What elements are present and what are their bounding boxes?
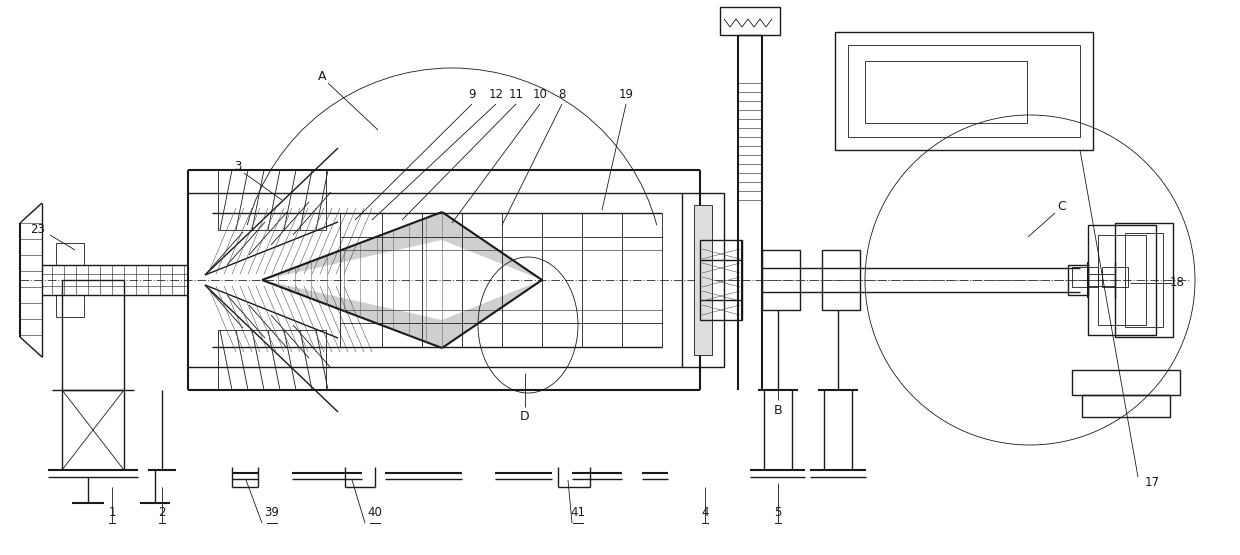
- Bar: [835, 32, 1092, 150]
- Text: 11: 11: [508, 88, 523, 100]
- Polygon shape: [262, 212, 441, 280]
- Text: 18: 18: [1171, 276, 1185, 290]
- Text: 8: 8: [558, 88, 565, 100]
- Text: 39: 39: [264, 507, 279, 519]
- Polygon shape: [441, 212, 542, 280]
- Text: C: C: [1058, 200, 1066, 214]
- Bar: [1068, 265, 1087, 295]
- Text: 4: 4: [702, 507, 709, 519]
- Polygon shape: [262, 280, 441, 348]
- Text: 41: 41: [570, 507, 585, 519]
- Text: 17: 17: [1145, 477, 1159, 490]
- Text: 40: 40: [367, 507, 382, 519]
- Bar: [701, 240, 742, 320]
- Text: 5: 5: [774, 507, 781, 519]
- Bar: [848, 45, 1080, 137]
- Text: 2: 2: [159, 507, 166, 519]
- Bar: [218, 330, 326, 390]
- Bar: [720, 7, 780, 35]
- Bar: [1097, 235, 1146, 325]
- Bar: [1073, 370, 1180, 395]
- Bar: [1115, 223, 1173, 337]
- Text: A: A: [317, 70, 326, 83]
- Bar: [1073, 267, 1097, 287]
- Bar: [694, 205, 712, 355]
- Text: B: B: [774, 403, 782, 416]
- Bar: [1125, 233, 1163, 327]
- Text: 12: 12: [489, 88, 503, 100]
- Text: 10: 10: [532, 88, 547, 100]
- Text: 19: 19: [619, 88, 634, 100]
- Bar: [56, 243, 84, 265]
- Text: 23: 23: [31, 224, 46, 236]
- Bar: [866, 61, 1027, 123]
- Bar: [822, 250, 861, 310]
- Polygon shape: [441, 280, 542, 348]
- Bar: [763, 250, 800, 310]
- Bar: [218, 170, 326, 230]
- Bar: [682, 193, 724, 367]
- Text: 1: 1: [108, 507, 115, 519]
- Text: 3: 3: [234, 160, 242, 174]
- Text: 9: 9: [469, 88, 476, 100]
- Bar: [1083, 395, 1171, 417]
- Text: D: D: [521, 411, 529, 423]
- Bar: [1102, 267, 1128, 287]
- Bar: [56, 295, 84, 317]
- Bar: [1087, 225, 1156, 335]
- Bar: [62, 280, 124, 390]
